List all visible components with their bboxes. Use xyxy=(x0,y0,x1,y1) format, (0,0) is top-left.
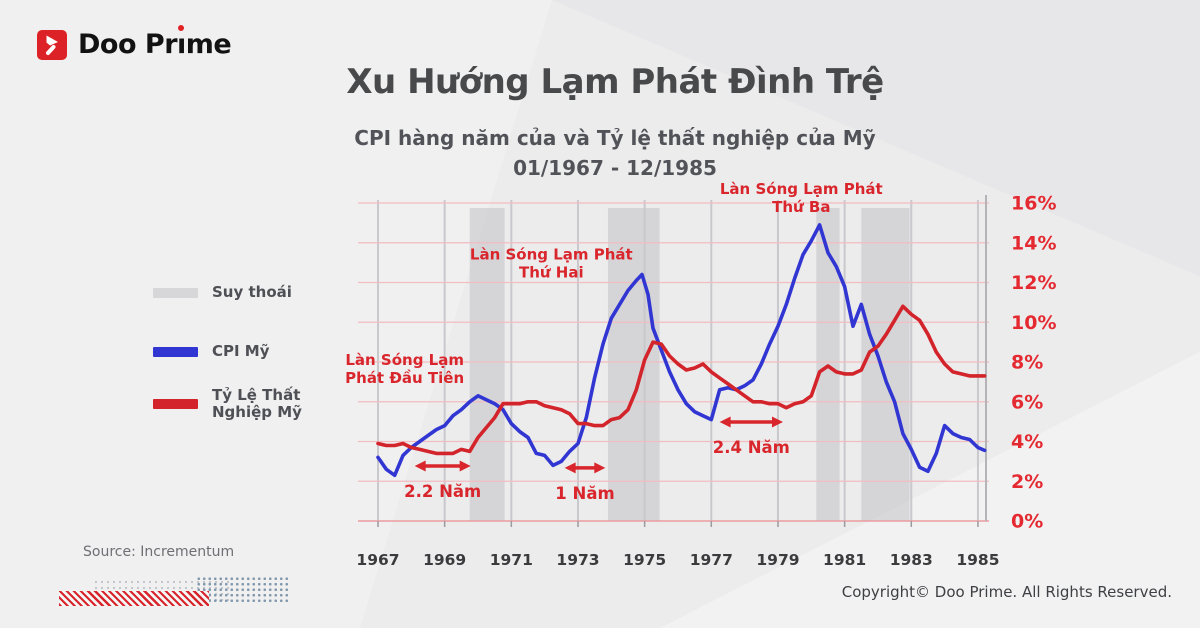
cpi-swatch xyxy=(153,346,198,357)
stagflation-chart: 0% 2% 4% 6% 8% 10% 12% 14% 16% 1967 1969 1971 1973 19… xyxy=(345,180,1056,569)
legend-item-cpi: CPI Mỹ xyxy=(153,343,270,360)
x-axis-label: 1977 xyxy=(690,551,733,569)
recession-band xyxy=(607,208,660,521)
arrow-label: 1 Năm xyxy=(555,484,614,503)
recession-band xyxy=(861,208,910,521)
recession-band xyxy=(469,208,505,521)
annotation-wave-1: Phát Đầu Tiên xyxy=(345,369,464,387)
arrow-label: 2.4 Năm xyxy=(713,438,790,457)
annotation-wave-3: Thứ Ba xyxy=(772,198,830,216)
x-axis-label: 1975 xyxy=(623,551,666,569)
cpi-label: CPI Mỹ xyxy=(212,342,270,360)
copyright-text: Copyright© Doo Prime. All Rights Reserve… xyxy=(841,583,1172,601)
chart-period: 01/1967 - 12/1985 xyxy=(513,156,717,180)
x-axis-label: 1979 xyxy=(756,551,799,569)
arrow-head-right xyxy=(459,460,471,472)
page-title: Xu Hướng Lạm Phát Đình Trệ xyxy=(346,62,884,102)
unemployment-label-line2: Nghiệp Mỹ xyxy=(212,403,302,421)
logo-text-dotted-i: ı xyxy=(177,29,186,60)
legend-item-unemployment: Tỷ Lệ Thất Nghiệp Mỹ xyxy=(153,387,302,421)
annotation-wave-3: Làn Sóng Lạm Phát xyxy=(720,180,883,198)
doo-prime-logo-text: Doo Prıme xyxy=(78,29,232,60)
recession-swatch xyxy=(153,287,198,298)
y-axis-label: 10% xyxy=(1011,312,1056,334)
y-axis-label: 0% xyxy=(1011,511,1043,533)
x-axis-label: 1981 xyxy=(823,551,866,569)
doo-prime-logo-icon xyxy=(37,29,67,60)
legend-item-recession: Suy thoái xyxy=(153,284,292,301)
chart-subtitle: CPI hàng năm của và Tỷ lệ thất nghiệp củ… xyxy=(354,126,876,150)
y-axis-label: 4% xyxy=(1011,431,1043,453)
arrow-head-right xyxy=(594,462,606,474)
x-axis-label: 1985 xyxy=(956,551,999,569)
logo-text-part3: me xyxy=(185,29,232,60)
arrow-head-left xyxy=(719,416,731,428)
x-axis-label: 1969 xyxy=(423,551,466,569)
annotation-wave-2: Thứ Hai xyxy=(519,264,584,282)
decor-dots-blue xyxy=(196,576,288,604)
unemployment-label: Tỷ Lệ Thất Nghiệp Mỹ xyxy=(212,387,302,421)
y-axis-label: 16% xyxy=(1011,193,1056,215)
arrow-head-right xyxy=(771,416,783,428)
doo-prime-logo: Doo Prıme xyxy=(37,29,232,60)
y-axis-label: 12% xyxy=(1011,272,1056,294)
y-axis-label: 6% xyxy=(1011,391,1043,413)
arrow-label: 2.2 Năm xyxy=(404,482,481,501)
annotation-wave-1: Làn Sóng Lạm xyxy=(345,351,464,369)
source-note: Source: Incrementum xyxy=(83,544,235,560)
arrow-head-left xyxy=(414,460,426,472)
y-axis-label: 2% xyxy=(1011,471,1043,493)
logo-text-part1: Doo Pr xyxy=(78,29,178,60)
x-axis-label: 1983 xyxy=(890,551,933,569)
x-axis-label: 1971 xyxy=(490,551,533,569)
unemployment-swatch xyxy=(153,399,198,409)
annotation-wave-2: Làn Sóng Lạm Phát xyxy=(470,246,633,264)
unemployment-line xyxy=(376,304,987,456)
decor-red-hatch-bar xyxy=(59,591,209,606)
y-axis-label: 14% xyxy=(1011,232,1056,254)
chart-area: 0% 2% 4% 6% 8% 10% 12% 14% 16% 1967 1969 1971 1973 19… xyxy=(330,180,1090,580)
recession-label: Suy thoái xyxy=(212,283,292,301)
cpi-line xyxy=(376,223,987,478)
x-axis-label: 1967 xyxy=(356,551,399,569)
x-axis-label: 1973 xyxy=(556,551,599,569)
arrow-head-left xyxy=(564,462,576,474)
unemployment-label-line1: Tỷ Lệ Thất xyxy=(212,386,301,404)
y-axis-label: 8% xyxy=(1011,352,1043,374)
